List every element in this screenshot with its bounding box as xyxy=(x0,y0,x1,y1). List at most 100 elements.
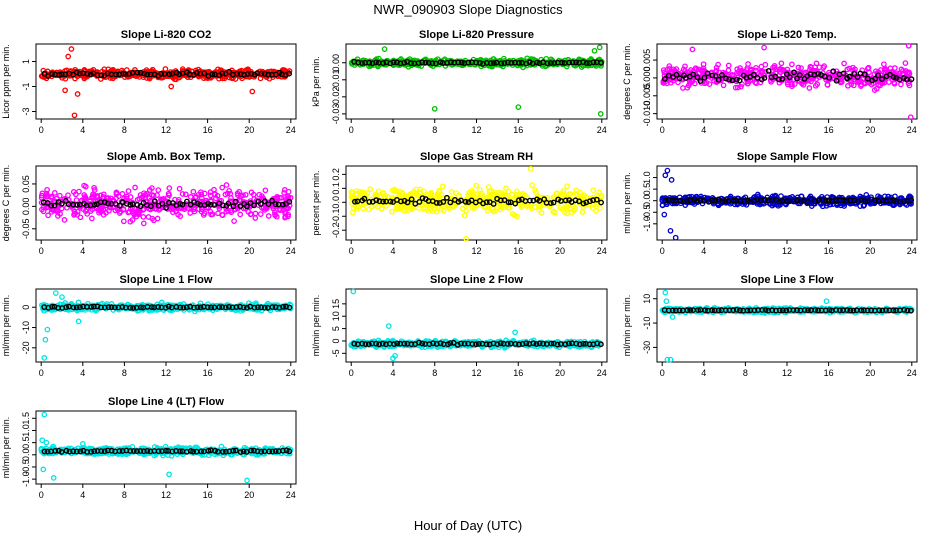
data-point xyxy=(154,215,161,222)
data-point xyxy=(745,80,751,87)
panel-title: Slope Line 2 Flow xyxy=(430,274,523,286)
outlier-point xyxy=(664,167,671,174)
x-tick-label: 12 xyxy=(471,246,481,256)
panel-title: Slope Line 3 Flow xyxy=(741,274,834,286)
data-point xyxy=(198,189,204,196)
y-axis-label: degrees C per min. xyxy=(622,43,632,120)
data-point xyxy=(795,64,802,71)
data-point xyxy=(898,81,904,88)
data-point xyxy=(844,66,851,73)
data-point xyxy=(875,69,882,75)
data-point xyxy=(753,64,759,71)
reference-point xyxy=(875,72,881,79)
data-point xyxy=(212,191,218,198)
y-axis-label: degrees C per min. xyxy=(1,165,11,242)
y-tick-label: -10 xyxy=(21,321,31,334)
reference-point xyxy=(516,60,522,66)
x-tick-label: 8 xyxy=(432,368,437,378)
outlier-point xyxy=(52,290,59,296)
x-tick-label: 8 xyxy=(743,125,748,135)
data-point xyxy=(201,210,208,217)
x-tick-label: 12 xyxy=(471,368,481,378)
data-point xyxy=(684,84,691,91)
reference-point xyxy=(286,70,292,77)
reference-point xyxy=(733,76,740,83)
x-tick-label: 12 xyxy=(782,368,792,378)
x-tick-label: 0 xyxy=(39,125,44,135)
data-point xyxy=(871,87,878,93)
outlier-point xyxy=(42,336,49,343)
reference-point xyxy=(548,60,554,66)
data-point xyxy=(176,185,183,192)
reference-point xyxy=(890,74,897,81)
panel-title: Slope Li-820 Temp. xyxy=(737,29,836,41)
x-tick-label: 0 xyxy=(349,125,354,135)
reference-point xyxy=(201,70,208,77)
data-point xyxy=(265,213,272,219)
data-point xyxy=(278,195,285,201)
y-tick-label: 0.2 xyxy=(331,168,341,181)
panel-title: Slope Line 1 Flow xyxy=(120,274,213,286)
data-point xyxy=(223,182,230,188)
reference-point xyxy=(166,71,173,78)
data-point xyxy=(461,212,468,219)
reference-point xyxy=(709,72,716,79)
data-point xyxy=(129,217,136,223)
outlier-point xyxy=(905,42,912,49)
reference-point xyxy=(265,71,272,78)
x-tick-label: 24 xyxy=(907,368,917,378)
data-point xyxy=(789,83,795,90)
x-tick-label: 20 xyxy=(865,125,875,135)
y-tick-label: -1 xyxy=(21,82,31,90)
data-point xyxy=(61,217,68,223)
x-tick-label: 16 xyxy=(203,368,213,378)
x-tick-label: 4 xyxy=(80,246,85,256)
data-point xyxy=(147,206,154,213)
y-tick-label: -0.05 xyxy=(21,219,31,240)
x-tick-label: 24 xyxy=(286,125,296,135)
reference-point xyxy=(676,75,683,82)
reference-point xyxy=(73,69,80,76)
y-tick-label: -20 xyxy=(21,341,31,354)
data-point xyxy=(850,82,857,89)
y-tick-label: 0.00 xyxy=(331,54,341,72)
x-tick-label: 4 xyxy=(390,125,395,135)
data-point xyxy=(49,206,55,212)
data-point xyxy=(89,194,95,201)
x-tick-label: 20 xyxy=(555,246,565,256)
reference-point xyxy=(476,60,483,66)
y-tick-label: -5 xyxy=(331,349,341,357)
reference-point xyxy=(779,76,786,82)
data-point xyxy=(192,194,199,200)
reference-point xyxy=(127,201,134,208)
data-point xyxy=(38,192,45,199)
reference-point xyxy=(830,68,837,75)
data-point xyxy=(713,64,720,71)
outlier-point xyxy=(68,46,75,52)
x-tick-label: 20 xyxy=(244,246,254,256)
data-point xyxy=(734,84,741,91)
scatter-points xyxy=(38,182,294,227)
reference-point xyxy=(390,59,397,66)
data-point xyxy=(252,210,259,217)
plot-frame xyxy=(345,288,608,363)
reference-point xyxy=(380,60,387,66)
y-axis-label: percent per min. xyxy=(311,170,321,235)
y-tick-label: -0.005 xyxy=(642,83,652,109)
data-point xyxy=(140,220,147,227)
reference-point xyxy=(258,70,265,77)
outlier-point xyxy=(761,44,767,51)
reference-point xyxy=(694,74,701,81)
y-tick-label: -1.0 xyxy=(642,216,652,232)
reference-point xyxy=(51,202,58,209)
outlier-point xyxy=(381,46,388,52)
data-point xyxy=(789,61,795,68)
figure-title: NWR_090903 Slope Diagnostics xyxy=(373,2,563,17)
data-point xyxy=(77,205,83,211)
data-point xyxy=(778,60,785,67)
x-tick-label: 20 xyxy=(865,368,875,378)
scatter-points xyxy=(659,289,915,363)
